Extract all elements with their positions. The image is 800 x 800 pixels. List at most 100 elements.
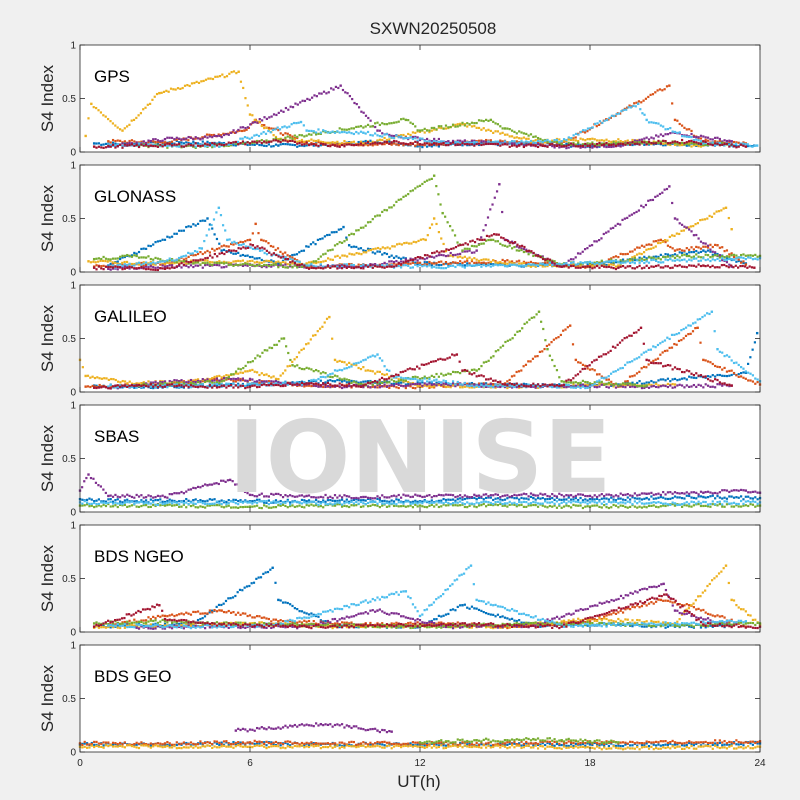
data-point <box>503 143 507 146</box>
data-point <box>614 261 618 264</box>
data-point <box>222 132 225 135</box>
data-point <box>725 370 729 373</box>
data-point <box>104 142 108 146</box>
data-point <box>629 141 632 144</box>
data-point <box>499 142 502 145</box>
data-point <box>645 243 648 246</box>
data-point <box>577 266 580 269</box>
data-point <box>473 140 476 144</box>
data-point <box>470 260 474 263</box>
data-point <box>635 372 639 375</box>
data-point <box>240 243 243 247</box>
data-point <box>130 255 134 258</box>
data-point <box>702 257 705 260</box>
data-point <box>338 241 341 244</box>
data-point <box>595 142 599 146</box>
data-point <box>704 138 707 141</box>
data-point <box>272 375 275 378</box>
data-point <box>459 143 462 146</box>
data-point <box>581 363 585 366</box>
data-point <box>562 139 566 142</box>
data-point <box>699 375 703 378</box>
data-point <box>624 253 627 256</box>
data-point <box>463 383 466 386</box>
data-point <box>426 234 429 237</box>
data-point <box>192 262 195 265</box>
data-point <box>237 263 240 267</box>
data-point <box>97 260 100 263</box>
data-point <box>629 385 632 388</box>
data-point <box>659 258 662 261</box>
data-point <box>192 380 195 384</box>
data-point <box>329 145 332 148</box>
data-point <box>428 178 431 181</box>
data-point <box>687 226 690 229</box>
data-point <box>395 134 398 137</box>
data-point <box>510 140 514 143</box>
data-point <box>565 144 568 148</box>
data-point <box>475 258 478 261</box>
data-point <box>744 254 747 257</box>
data-point <box>431 251 434 255</box>
data-point <box>362 380 365 383</box>
data-point <box>470 381 474 385</box>
data-point <box>213 249 216 252</box>
data-point <box>225 250 228 253</box>
data-point <box>156 142 160 145</box>
data-point <box>525 249 528 253</box>
data-point <box>284 266 287 269</box>
data-point <box>715 210 718 213</box>
data-point <box>128 254 131 257</box>
data-point <box>612 385 615 388</box>
data-point <box>251 378 254 381</box>
data-point <box>666 255 670 258</box>
data-point <box>709 248 712 251</box>
data-point <box>673 253 677 256</box>
data-point <box>428 131 431 134</box>
data-point <box>322 385 325 389</box>
data-point <box>579 252 582 255</box>
data-point <box>510 129 514 132</box>
data-point <box>588 144 592 147</box>
data-point <box>208 144 211 147</box>
data-point <box>201 384 204 387</box>
data-point <box>620 110 623 113</box>
data-point <box>218 374 221 378</box>
data-point <box>558 141 561 144</box>
data-point <box>353 101 356 105</box>
data-point <box>246 262 249 266</box>
data-point <box>470 125 474 128</box>
data-point <box>647 381 651 384</box>
data-point <box>161 383 164 386</box>
data-point <box>260 144 263 147</box>
data-point <box>381 138 384 142</box>
data-point <box>116 143 119 146</box>
data-point <box>621 258 625 261</box>
data-point <box>499 132 502 135</box>
data-point <box>107 258 110 261</box>
data-point <box>147 263 150 266</box>
data-point <box>709 256 712 259</box>
data-point <box>324 385 327 389</box>
data-point <box>218 247 221 250</box>
data-point <box>586 142 589 145</box>
data-point <box>226 238 229 242</box>
data-point <box>286 140 289 143</box>
data-point <box>607 260 610 263</box>
data-point <box>111 266 115 269</box>
data-point <box>485 258 488 261</box>
data-point <box>189 382 193 385</box>
data-point <box>147 267 150 271</box>
data-point <box>369 263 372 266</box>
data-point <box>295 356 298 359</box>
data-point <box>319 144 322 147</box>
data-point <box>475 121 478 125</box>
data-point <box>583 248 587 251</box>
data-point <box>716 244 719 247</box>
data-point <box>645 258 648 261</box>
data-point <box>149 141 152 144</box>
data-point <box>319 255 322 258</box>
data-point <box>265 139 268 142</box>
data-point <box>93 376 97 380</box>
data-point <box>480 140 483 143</box>
